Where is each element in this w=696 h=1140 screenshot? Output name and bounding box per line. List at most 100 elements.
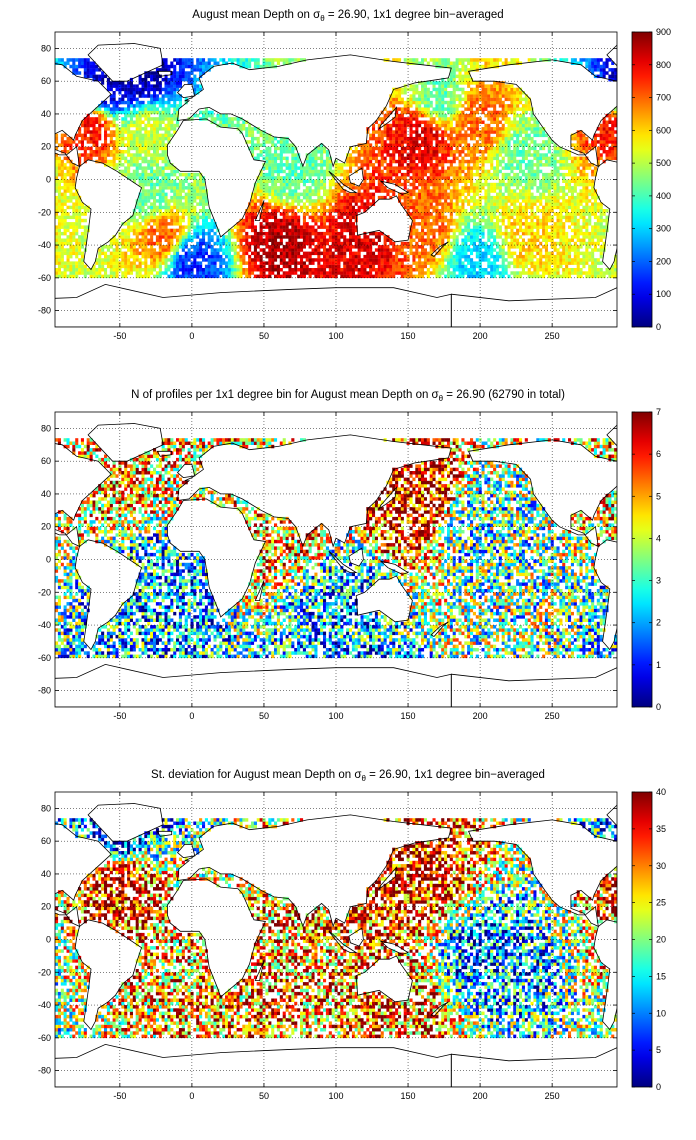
data-cell xyxy=(63,228,67,233)
data-cell xyxy=(288,205,292,210)
data-cell xyxy=(167,186,171,190)
data-cell xyxy=(112,163,116,167)
data-cell xyxy=(435,153,439,157)
data-cell xyxy=(449,241,453,246)
data-cell xyxy=(357,209,361,213)
data-cell xyxy=(452,176,456,180)
data-cell xyxy=(147,231,151,236)
data-cell xyxy=(248,271,252,275)
data-cell xyxy=(147,268,151,272)
data-cell xyxy=(274,258,278,262)
data-cell xyxy=(233,117,237,121)
data-cell xyxy=(196,186,200,190)
data-cell xyxy=(127,113,131,118)
data-cell xyxy=(426,159,430,164)
data-cell xyxy=(233,58,237,62)
data-cell xyxy=(253,156,257,161)
data-cell xyxy=(300,241,304,246)
data-cell xyxy=(271,261,275,265)
data-cell xyxy=(426,215,430,220)
data-cell xyxy=(449,94,453,98)
data-cell xyxy=(251,209,255,213)
data-cell xyxy=(173,186,177,190)
data-cell xyxy=(323,199,327,203)
data-cell xyxy=(78,202,82,206)
data-cell xyxy=(253,264,257,269)
data-cell xyxy=(262,64,266,69)
data-cell xyxy=(291,146,295,151)
data-cell xyxy=(196,91,200,95)
data-cell xyxy=(349,264,353,269)
data-cell xyxy=(216,268,220,272)
data-cell xyxy=(181,172,185,177)
data-cell xyxy=(115,261,119,265)
data-cell xyxy=(444,127,448,131)
data-cell xyxy=(167,228,171,233)
data-cell xyxy=(115,156,119,161)
data-cell xyxy=(337,199,341,203)
data-cell xyxy=(346,192,350,197)
data-cell xyxy=(274,248,278,252)
data-cell xyxy=(57,231,61,236)
data-cell xyxy=(374,156,378,161)
data-cell xyxy=(340,231,344,236)
data-cell xyxy=(144,248,148,252)
data-cell xyxy=(308,195,312,200)
data-cell xyxy=(400,127,404,131)
data-cell xyxy=(135,228,139,233)
data-cell xyxy=(432,205,436,210)
data-cell xyxy=(144,133,148,138)
data-cell xyxy=(132,254,136,259)
data-cell xyxy=(245,140,249,144)
data-cell xyxy=(187,225,191,229)
data-cell xyxy=(187,248,191,252)
data-cell xyxy=(167,212,171,216)
data-cell xyxy=(386,258,390,262)
data-cell xyxy=(129,87,133,92)
data-cell xyxy=(106,245,110,249)
data-cell xyxy=(380,159,384,164)
data-cell xyxy=(144,140,148,144)
data-cell xyxy=(421,140,425,144)
data-cell xyxy=(75,228,79,233)
data-cell xyxy=(245,261,249,265)
data-cell xyxy=(219,271,223,275)
data-cell xyxy=(86,146,90,151)
data-cell xyxy=(276,153,280,157)
data-cell xyxy=(138,110,142,115)
data-cell xyxy=(253,199,257,203)
data-cell xyxy=(438,146,442,151)
data-cell xyxy=(158,251,162,256)
data-cell xyxy=(98,274,102,279)
data-cell xyxy=(331,271,335,275)
data-cell xyxy=(251,215,255,220)
data-cell xyxy=(423,156,427,161)
data-cell xyxy=(118,133,122,138)
data-cell xyxy=(447,192,451,197)
data-cell xyxy=(366,166,370,170)
data-cell xyxy=(291,251,295,256)
data-cell xyxy=(386,172,390,177)
data-cell xyxy=(441,163,445,167)
data-cell xyxy=(435,94,439,98)
data-cell xyxy=(441,58,445,62)
data-cell xyxy=(92,120,96,124)
data-cell xyxy=(150,71,154,75)
data-cell xyxy=(441,258,445,262)
data-cell xyxy=(415,254,419,259)
data-cell xyxy=(216,238,220,242)
data-cell xyxy=(343,218,347,223)
data-cell xyxy=(230,268,234,272)
data-cell xyxy=(377,153,381,157)
data-cell xyxy=(441,176,445,180)
data-cell xyxy=(325,199,329,203)
data-cell xyxy=(127,150,131,154)
data-cell xyxy=(92,271,96,275)
data-cell xyxy=(423,91,427,95)
data-cell xyxy=(83,74,87,79)
data-cell xyxy=(412,199,416,203)
data-cell xyxy=(274,238,278,242)
data-cell xyxy=(268,140,272,144)
data-cell xyxy=(294,212,298,216)
data-cell xyxy=(320,169,324,174)
